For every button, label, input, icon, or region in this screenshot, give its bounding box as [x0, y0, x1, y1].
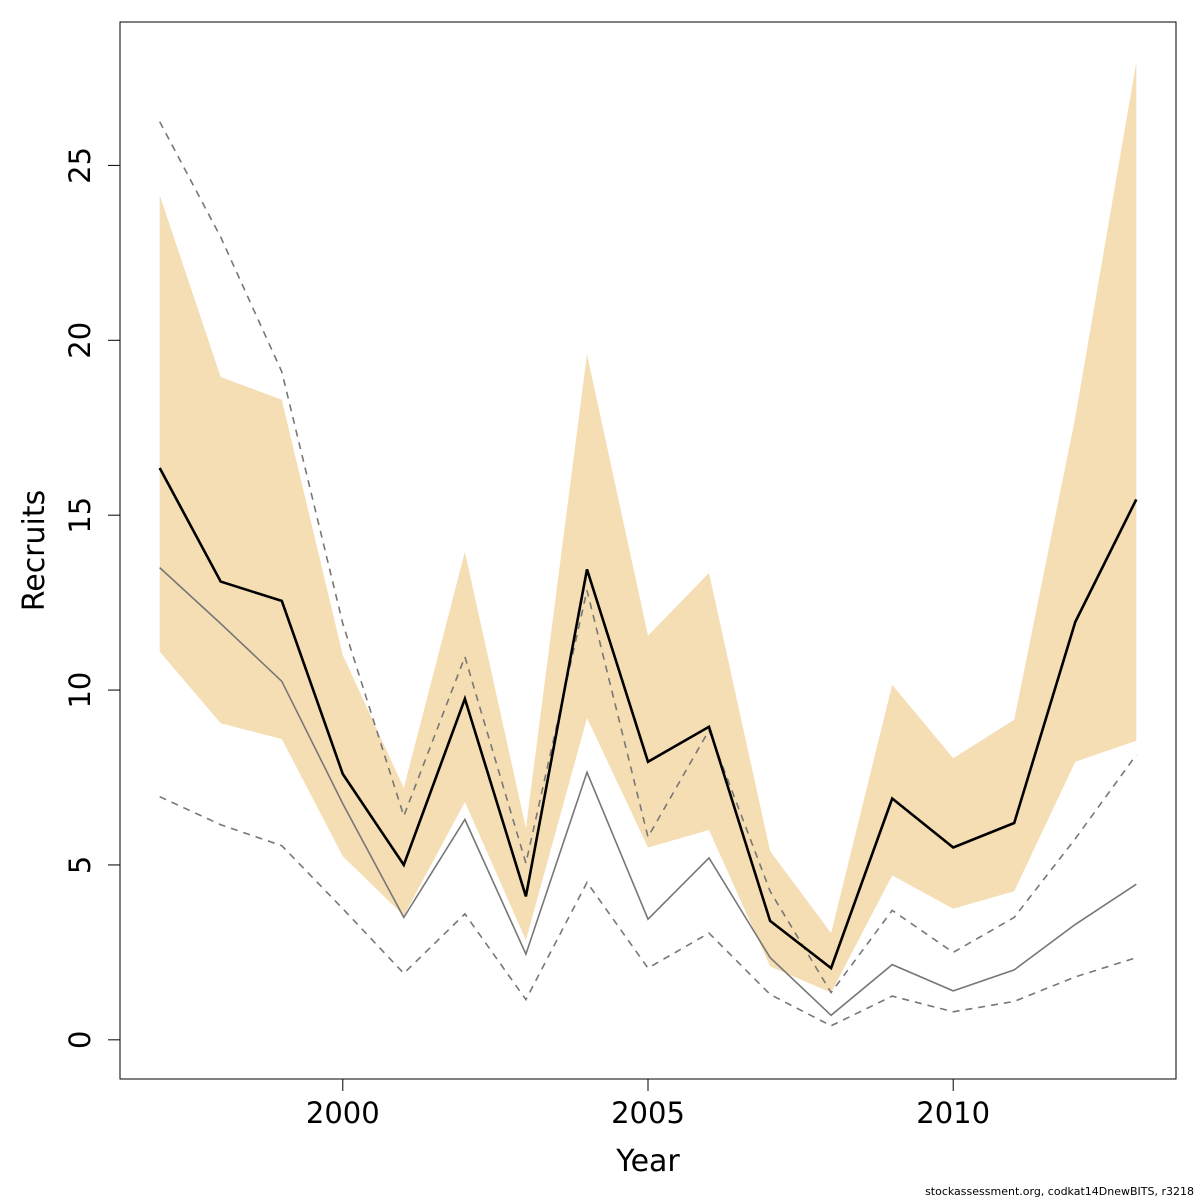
x-tick-label-2010: 2010 — [916, 1096, 990, 1130]
x-tick-label-2005: 2005 — [611, 1096, 685, 1130]
y-tick-label-5: 5 — [63, 856, 97, 874]
x-axis-title: Year — [615, 1144, 680, 1179]
y-tick-label-25: 25 — [63, 147, 97, 184]
confidence-band-layer — [159, 62, 1137, 993]
series-layer — [158, 121, 1138, 1027]
y-axis: 0 5 10 15 20 25 — [63, 147, 120, 1049]
x-tick-label-2000: 2000 — [306, 1096, 380, 1130]
footnote: stockassessment.org, codkat14DnewBITS, r… — [925, 1185, 1194, 1198]
confidence-band — [159, 62, 1137, 993]
series-line-2 — [159, 567, 1137, 1017]
x-axis: 2000 2005 2010 — [306, 1079, 990, 1130]
y-tick-label-10: 10 — [63, 672, 97, 709]
y-tick-label-15: 15 — [63, 497, 97, 534]
y-tick-label-20: 20 — [63, 322, 97, 359]
series-line-1 — [158, 467, 1138, 971]
y-tick-label-0: 0 — [63, 1031, 97, 1049]
y-axis-title: Recruits — [17, 490, 52, 612]
